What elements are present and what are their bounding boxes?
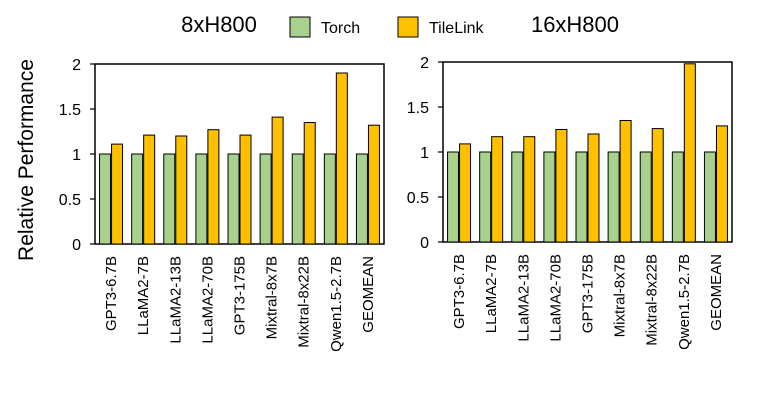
y-tick-label: 0.5 <box>59 192 81 209</box>
legend-label-tilelink: TileLink <box>429 20 485 37</box>
x-tick-label: LLaMA2-13B <box>167 256 184 344</box>
x-tick-label: GEOMEAN <box>708 254 725 331</box>
bar-tilelink <box>111 143 124 245</box>
x-tick-label: LLaMA2-70B <box>547 254 564 342</box>
bar-torch <box>607 151 620 243</box>
bar-tilelink <box>239 134 252 245</box>
bar-torch <box>323 153 336 245</box>
bar-tilelink <box>207 129 220 245</box>
x-tick-label: GPT3-6.7B <box>451 254 468 329</box>
bar-tilelink <box>335 72 348 245</box>
bar-torch <box>479 151 492 243</box>
bar-torch <box>511 151 524 243</box>
y-tick-label: 2 <box>72 57 81 74</box>
bar-torch <box>99 153 112 245</box>
chart-title: 16xH800 <box>531 12 619 37</box>
bar-tilelink <box>683 63 696 243</box>
y-axis-label: Relative Performance <box>15 59 38 261</box>
y-tick-label: 0 <box>420 235 429 252</box>
chart-16xh800: 16xH800 0 0.5 1 1.5 2 GPT3-6.7B LLaMA2-7B LLaMA2… <box>407 12 733 350</box>
y-tick-label: 0.5 <box>407 190 429 207</box>
legend-swatch-tilelink <box>397 16 419 38</box>
y-tick-label: 2 <box>420 55 429 72</box>
y-tick-label: 1.5 <box>407 100 429 117</box>
bar-tilelink <box>459 143 472 243</box>
y-tick-label: 1 <box>420 145 429 162</box>
bar-torch <box>671 151 684 243</box>
x-tick-label: GEOMEAN <box>360 256 377 333</box>
bar-tilelink <box>587 133 600 243</box>
y-tick-label: 1 <box>72 147 81 164</box>
x-tick-label: Mixtral-8x7B <box>612 254 629 337</box>
bar-torch <box>355 153 368 245</box>
bar-torch <box>447 151 460 243</box>
x-tick-label: LLaMA2-7B <box>483 254 500 333</box>
bar-tilelink <box>491 136 504 243</box>
legend: Torch TileLink <box>289 16 485 38</box>
bar-tilelink <box>715 125 728 243</box>
x-tick-label: LLaMA2-13B <box>515 254 532 342</box>
bar-torch <box>259 153 272 245</box>
x-tick-label: GPT3-6.7B <box>103 256 120 331</box>
x-tick-label: Mixtral-8x7B <box>264 256 281 339</box>
chart-title: 8xH800 <box>181 12 257 37</box>
bar-torch <box>639 151 652 243</box>
y-tick-label: 1.5 <box>59 102 81 119</box>
bar-tilelink <box>555 129 568 243</box>
bar-torch <box>291 153 304 245</box>
x-tick-label: GPT3-175B <box>580 254 597 333</box>
x-tick-label: Qwen1.5-2.7B <box>328 256 345 352</box>
bar-tilelink <box>367 124 380 245</box>
bar-torch <box>227 153 240 245</box>
x-tick-label: Mixtral-8x22B <box>644 254 661 346</box>
bar-torch <box>163 153 176 245</box>
y-tick-label: 0 <box>72 237 81 254</box>
bar-tilelink <box>619 120 632 243</box>
legend-label-torch: Torch <box>321 20 360 37</box>
x-tick-label: LLaMA2-70B <box>199 256 216 344</box>
bar-torch <box>131 153 144 245</box>
bar-tilelink <box>143 134 156 245</box>
legend-swatch-torch <box>289 16 311 38</box>
x-tick-label: Mixtral-8x22B <box>296 256 313 348</box>
bar-torch <box>703 151 716 243</box>
bar-torch <box>543 151 556 243</box>
chart-8xh800: 8xH800 0 0.5 1 1.5 2 GPT3-6.7B LLaMA2-7B LLaMA2-… <box>59 12 385 352</box>
bar-torch <box>575 151 588 243</box>
bar-tilelink <box>523 136 536 243</box>
bar-tilelink <box>271 116 284 245</box>
x-tick-label: LLaMA2-7B <box>135 256 152 335</box>
bar-torch <box>195 153 208 245</box>
bar-tilelink <box>651 128 664 243</box>
x-tick-label: GPT3-175B <box>232 256 249 335</box>
bar-tilelink <box>303 122 316 245</box>
bar-tilelink <box>175 135 188 245</box>
x-tick-label: Qwen1.5-2.7B <box>676 254 693 350</box>
